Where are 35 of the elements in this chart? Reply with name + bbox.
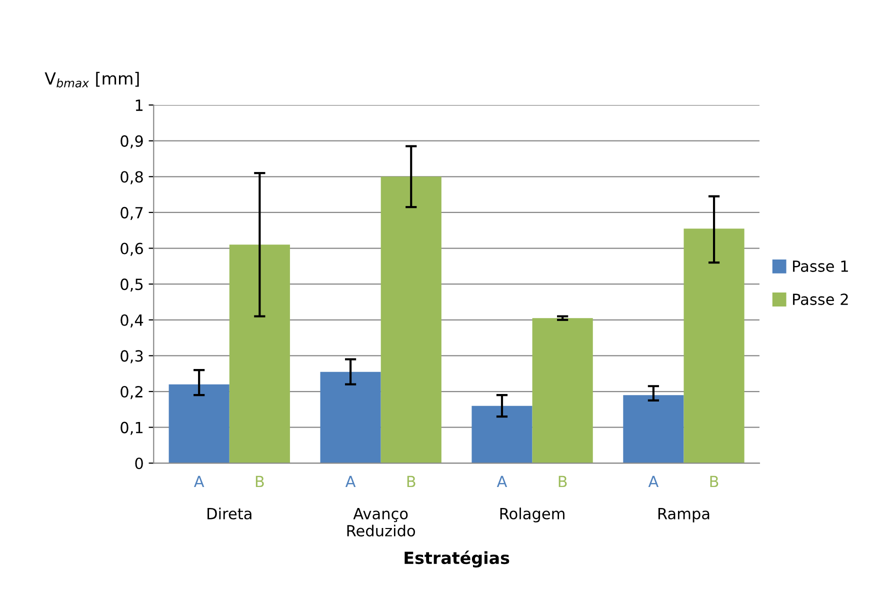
y-tick-label: 1 (136, 100, 143, 111)
data-label: A (194, 476, 204, 488)
data-label: A (648, 476, 659, 488)
y-tick-label: 0,4 (120, 314, 144, 328)
bar (380, 176, 442, 464)
bar (472, 406, 532, 464)
data-label: B (710, 476, 718, 488)
bar (532, 318, 593, 464)
y-tick-label: 0 (135, 458, 143, 470)
bar (168, 384, 230, 464)
x-tick-label: Direta (208, 508, 252, 520)
data-label: B (558, 476, 567, 488)
y-tick-label: 0,9 (120, 135, 143, 148)
x-tick-label: Rolagem (500, 508, 564, 522)
legend-label: Passe 2 (793, 294, 848, 306)
y-tick-label: 0,7 (120, 206, 143, 220)
bar (684, 228, 744, 464)
y-tick-label: 0,5 (120, 278, 143, 292)
y-tick-label: 0,1 (120, 422, 143, 435)
y-tick-label: 0,2 (120, 386, 142, 400)
y-tick-label: 0,6 (120, 242, 143, 256)
y-axis-title: V$_{bmax}$ [mm] (44, 72, 139, 88)
legend-label: Passe 1 (793, 260, 848, 272)
x-tick-label: Avanço Reduzido (347, 508, 416, 537)
data-label: A (496, 476, 508, 488)
data-label: B (256, 476, 264, 488)
y-tick-label: 0,3 (120, 350, 143, 364)
data-label: A (345, 476, 356, 488)
x-tick-label: Rampa (658, 508, 710, 522)
bar (623, 395, 684, 464)
bar (320, 372, 381, 464)
data-label: B (407, 476, 416, 488)
y-tick-label: 0,8 (120, 171, 143, 184)
bar (229, 244, 290, 464)
x-axis-title: Estratégias (404, 550, 510, 568)
